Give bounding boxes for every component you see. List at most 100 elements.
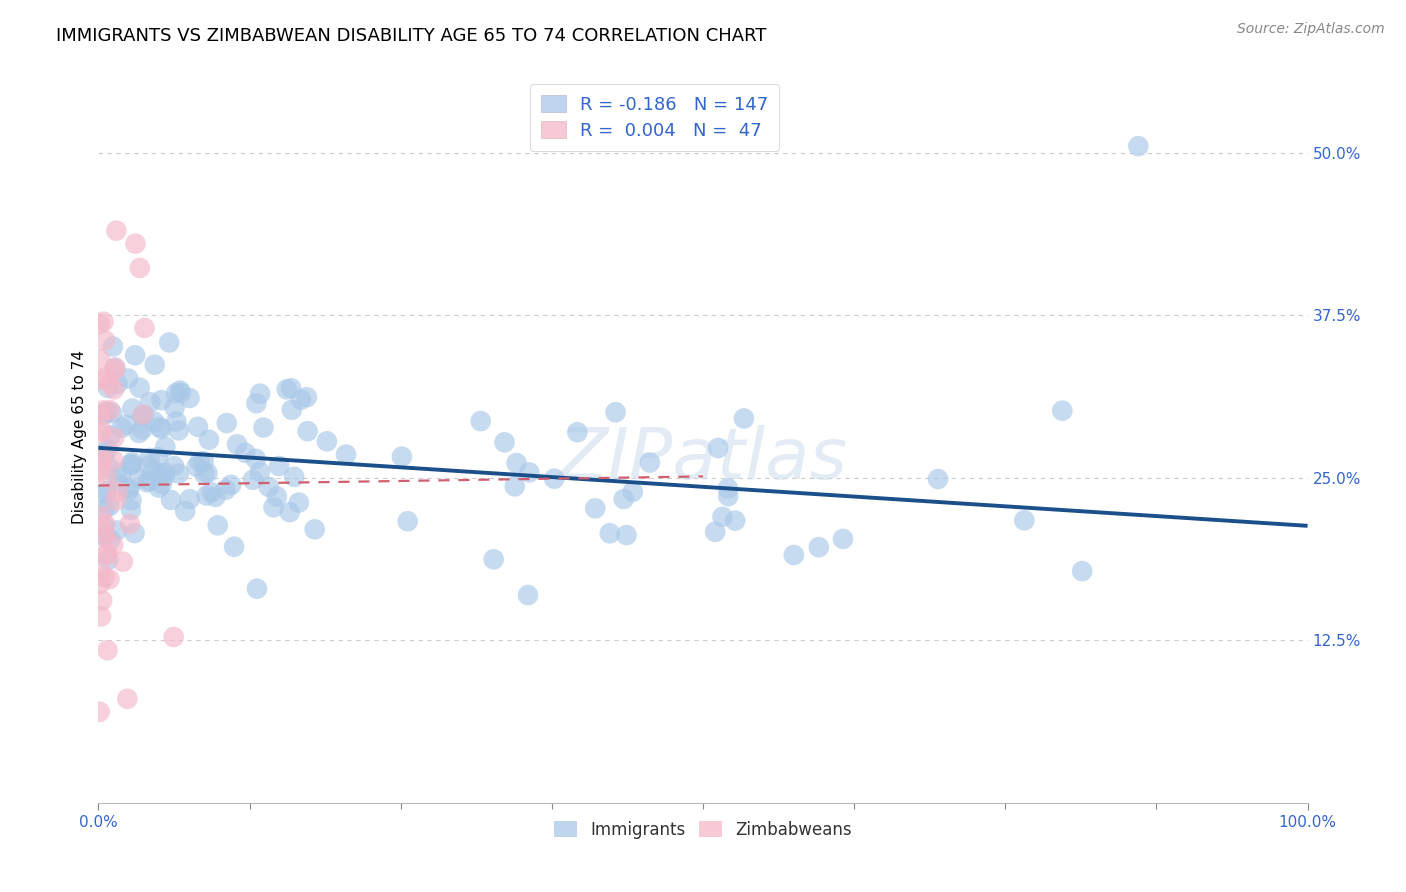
Point xyxy=(89,705,111,719)
Point xyxy=(143,415,166,429)
Point xyxy=(167,423,190,437)
Point xyxy=(115,417,138,432)
Point xyxy=(89,465,111,479)
Point xyxy=(89,408,111,422)
Text: ZIPatlas: ZIPatlas xyxy=(558,425,848,493)
Point xyxy=(118,516,141,531)
Point xyxy=(517,588,540,602)
Point xyxy=(98,499,121,513)
Point xyxy=(97,459,120,474)
Point xyxy=(638,456,661,470)
Legend: Immigrants, Zimbabweans: Immigrants, Zimbabweans xyxy=(547,814,859,846)
Point xyxy=(616,528,638,542)
Point xyxy=(219,478,242,492)
Point xyxy=(132,408,155,422)
Point xyxy=(283,470,305,484)
Point xyxy=(91,593,114,607)
Point xyxy=(121,401,143,416)
Point xyxy=(93,408,115,422)
Point xyxy=(249,465,271,479)
Point xyxy=(103,382,125,396)
Point xyxy=(100,533,122,547)
Point xyxy=(108,478,131,492)
Point xyxy=(197,466,219,480)
Point xyxy=(90,509,112,524)
Point xyxy=(278,505,301,519)
Point xyxy=(201,485,224,500)
Point xyxy=(117,691,139,706)
Point xyxy=(94,371,117,385)
Point xyxy=(170,385,193,400)
Point xyxy=(198,433,221,447)
Point xyxy=(131,409,153,423)
Point xyxy=(724,514,747,528)
Point xyxy=(157,335,180,350)
Point xyxy=(807,540,830,554)
Point xyxy=(215,483,238,497)
Point xyxy=(153,469,176,483)
Y-axis label: Disability Age 65 to 74: Disability Age 65 to 74 xyxy=(72,350,87,524)
Point xyxy=(96,548,118,562)
Point xyxy=(204,490,226,504)
Point xyxy=(96,471,118,485)
Point xyxy=(1014,513,1036,527)
Point xyxy=(153,466,176,480)
Point xyxy=(266,490,288,504)
Point xyxy=(103,431,125,445)
Point xyxy=(89,426,111,441)
Point xyxy=(297,424,319,438)
Point xyxy=(226,437,249,451)
Point xyxy=(613,491,636,506)
Point xyxy=(280,381,302,395)
Point xyxy=(187,419,209,434)
Point xyxy=(134,321,156,335)
Point xyxy=(233,446,256,460)
Point xyxy=(105,524,128,538)
Point xyxy=(91,524,114,539)
Point xyxy=(103,538,125,552)
Point xyxy=(179,492,201,507)
Point xyxy=(91,454,114,468)
Point xyxy=(136,458,159,473)
Point xyxy=(89,577,111,591)
Text: IMMIGRANTS VS ZIMBABWEAN DISABILITY AGE 65 TO 74 CORRELATION CHART: IMMIGRANTS VS ZIMBABWEAN DISABILITY AGE … xyxy=(56,27,766,45)
Point xyxy=(93,530,115,544)
Point xyxy=(150,393,173,408)
Point xyxy=(120,503,142,517)
Point xyxy=(100,428,122,442)
Point xyxy=(707,441,730,455)
Point xyxy=(245,451,267,466)
Point xyxy=(179,391,201,405)
Point xyxy=(165,386,187,401)
Point xyxy=(96,404,118,418)
Point xyxy=(304,522,326,536)
Point xyxy=(107,484,129,499)
Point xyxy=(128,425,150,440)
Point xyxy=(621,484,644,499)
Point xyxy=(98,572,121,586)
Point xyxy=(103,363,125,377)
Point xyxy=(517,466,540,480)
Point xyxy=(128,260,150,275)
Point xyxy=(138,450,160,465)
Point xyxy=(163,401,186,415)
Point xyxy=(117,371,139,385)
Point xyxy=(93,518,115,533)
Point xyxy=(169,384,191,398)
Point xyxy=(288,495,311,509)
Point xyxy=(96,442,118,457)
Point xyxy=(149,467,172,481)
Point xyxy=(160,493,183,508)
Point xyxy=(142,464,165,478)
Point xyxy=(163,459,186,474)
Point xyxy=(717,489,740,503)
Point xyxy=(257,480,280,494)
Point xyxy=(111,421,134,435)
Point xyxy=(118,481,141,495)
Point xyxy=(90,451,112,466)
Point xyxy=(120,458,142,472)
Point xyxy=(470,414,492,428)
Point xyxy=(494,435,516,450)
Point xyxy=(167,467,190,481)
Point xyxy=(128,471,150,485)
